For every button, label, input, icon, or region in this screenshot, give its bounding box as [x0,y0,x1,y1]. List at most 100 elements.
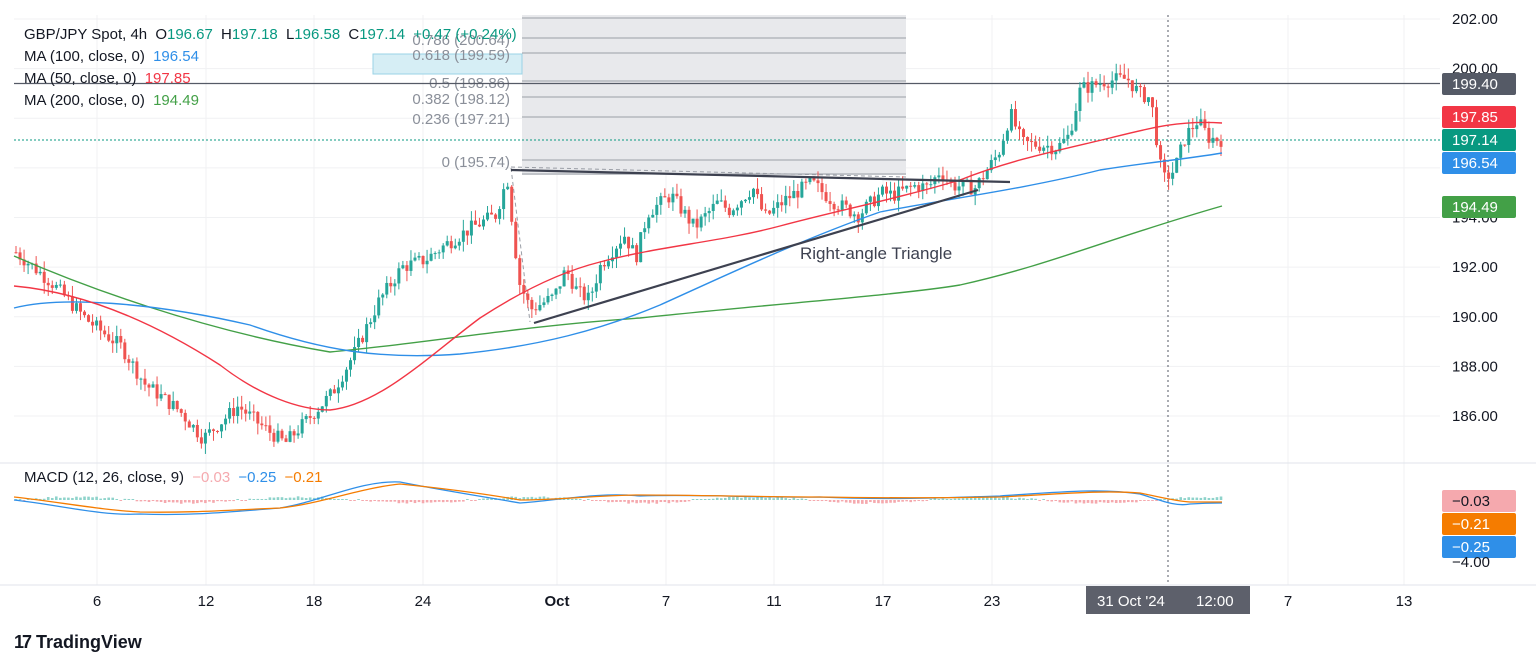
macd-hist-bar [240,500,243,501]
fib-level-label: 0.786 (200.64) [412,32,510,49]
candle-body [409,260,413,271]
candle-body [191,424,195,428]
candle-body [727,207,731,216]
candle-body [893,190,897,201]
candle-body [683,209,687,214]
candle-body [26,263,30,266]
macd-hist-bar [1151,500,1154,501]
macd-hist-bar [981,496,985,500]
macd-hist-bar [873,500,876,503]
candle-body [784,195,788,206]
macd-hist-bar [574,498,578,500]
candle-body [187,421,191,428]
candle-body [602,265,606,267]
macd-hist-bar [772,498,775,500]
macd-hist-bar [780,496,784,500]
candle-body [494,214,498,219]
candle-body [905,185,909,189]
symbol-legend[interactable]: GBP/JPY Spot, 4h O196.67 H197.18 L196.58… [24,26,521,44]
candle-body [199,437,203,444]
candle-body [1175,157,1179,173]
ma50-legend[interactable]: MA (50, close, 0) 197.85 [24,70,195,88]
candle-body [1098,83,1102,86]
ma100-legend[interactable]: MA (100, close, 0) 196.54 [24,48,203,66]
macd-hist-bar [1034,498,1037,500]
candle-body [1142,87,1146,103]
macd-hist-bar [1175,498,1178,500]
macd-hist-bar [1022,498,1025,500]
macd-hist-bar [155,500,159,502]
candle-body [183,412,187,422]
candle-body [1005,130,1009,141]
macd-legend[interactable]: MACD (12, 26, close, 9) −0.03 −0.25 −0.2… [24,469,326,487]
candle-body [1114,73,1118,81]
fibonacci-highlight-0618 [372,53,523,75]
triangle-lower-line [533,188,979,325]
macd-hist-bar [655,500,659,504]
macd-hist-bar [897,500,900,502]
candle-body [739,201,743,208]
tradingview-logo[interactable]: 17 TradingView [14,632,142,653]
macd-hist-bar [1074,500,1078,504]
macd-hist-bar [1014,498,1017,500]
ma200-legend[interactable]: MA (200, close, 0) 194.49 [24,92,203,110]
macd-hist-bar [869,500,872,503]
crosshair-time-label: 12:00 [1196,593,1234,610]
candle-body [14,252,18,254]
macd-hist-bar [1139,500,1142,501]
candle-body [312,417,316,419]
candle-body [417,255,421,258]
candle-body [1215,137,1219,142]
price-label-box [1442,73,1516,95]
candle-body [780,202,784,206]
candle-body [1195,125,1199,130]
candle-body [558,286,562,289]
macd-hist-bar [998,498,1001,500]
macd-label-box [1442,536,1516,558]
macd-hist-bar [470,500,473,501]
macd-hist-bar [719,498,723,500]
macd-hist-bar [679,500,683,503]
macd-hist-bar [272,497,276,500]
macd-hist-bar [913,500,917,502]
candle-body [1179,144,1183,158]
macd-hist-bar [135,500,139,502]
candle-body [1009,109,1013,131]
candle-body [1062,138,1066,143]
candle-body [659,196,663,205]
candle-body [425,260,429,265]
candle-body [639,232,643,263]
macd-hist-bar [865,500,868,504]
macd-hist-bar [232,500,235,502]
price-label-box [1442,106,1516,128]
candle-body [820,183,824,193]
ma50-label: MA (50, close, 0) [24,70,137,87]
candle-body [1050,145,1054,155]
candle-body [461,230,465,242]
macd-hist-bar [256,498,260,500]
ma50-line [13,121,1223,411]
candle-body [405,265,409,271]
candle-body [514,221,518,259]
time-axis[interactable]: 6 12 18 24 Oct 7 11 17 23 7 13 [93,593,1413,610]
candle-body [147,384,151,388]
candle-body [574,286,578,289]
macd-hist-bar [365,500,368,501]
macd-hist-bar [1199,497,1203,500]
macd-hist-bar [542,496,546,500]
macd-hist-bar [631,500,634,503]
candle-body [292,431,296,436]
macd-hist-bar [852,500,856,504]
macd-hist-bar [909,500,912,503]
macd-hist-bar [131,499,135,500]
macd-hist-bar [1219,496,1223,500]
price-label-text: 199.40 [1452,76,1498,93]
candle-body [1038,146,1042,151]
macd-hist-bar [393,500,397,502]
candle-body [715,200,719,204]
macd-hist-bar [816,500,820,501]
candle-body [91,321,95,326]
candle-body [502,189,506,210]
candle-body [365,324,369,343]
